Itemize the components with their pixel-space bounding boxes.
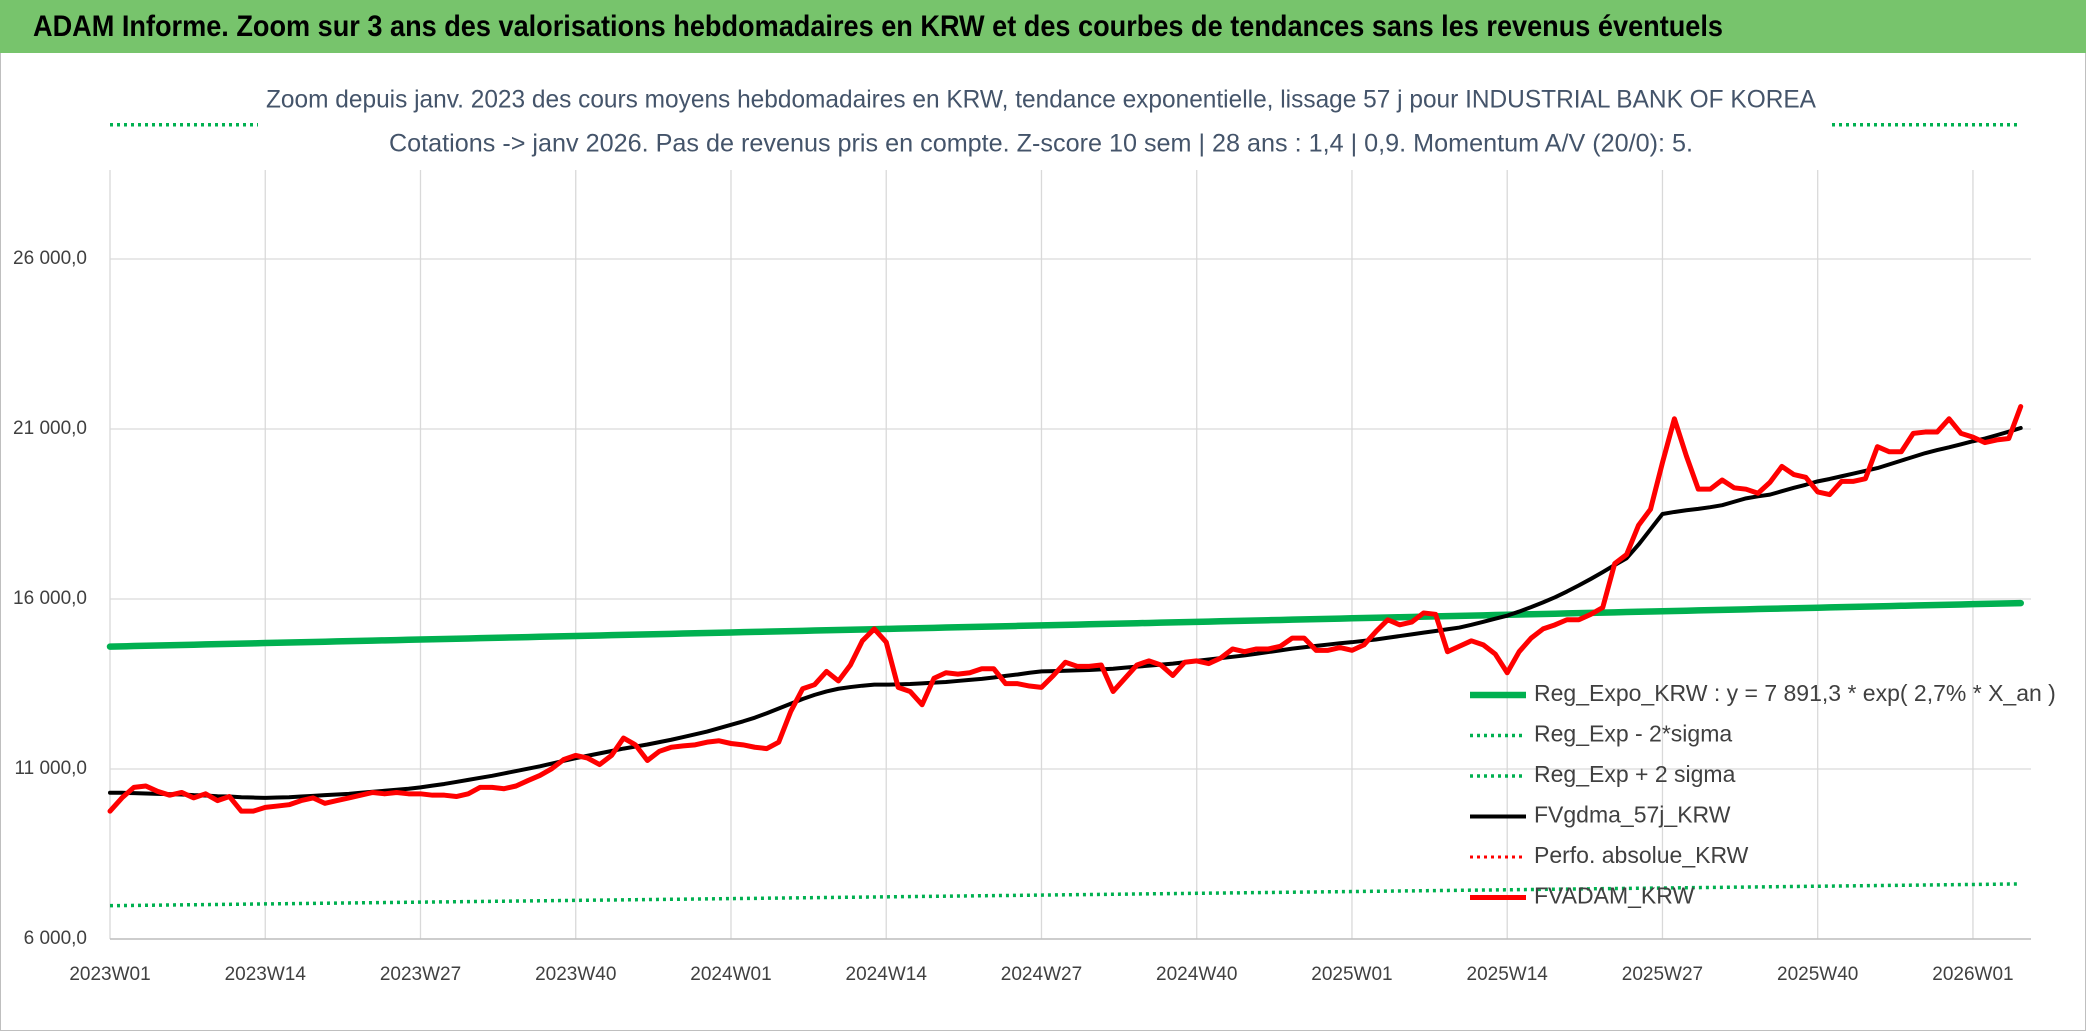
header-title: ADAM Informe. Zoom sur 3 ans des valoris… xyxy=(33,10,1723,43)
legend-label: Reg_Expo_KRW : y = 7 891,3 * exp( 2,7% *… xyxy=(1534,680,2056,706)
plot-area: 6 000,0 11 000,0 16 000,0 21 000,0 26 000,0 2… xyxy=(13,122,2031,985)
x-tick-label: 2024W27 xyxy=(1001,964,1082,985)
y-tick-label: 6 000,0 xyxy=(24,928,87,949)
y-tick-label: 11 000,0 xyxy=(14,758,87,779)
legend-label: Reg_Exp + 2 sigma xyxy=(1534,761,1736,787)
subtitle-line: Cotations -> janv 2026. Pas de revenus p… xyxy=(389,130,1693,158)
x-tick-label: 2023W27 xyxy=(380,964,461,985)
legend-label: Reg_Exp - 2*sigma xyxy=(1534,721,1732,747)
subtitle-line: Zoom depuis janv. 2023 des cours moyens … xyxy=(266,86,1816,114)
x-tick-label: 2024W40 xyxy=(1156,964,1237,985)
legend: Reg_Expo_KRW : y = 7 891,3 * exp( 2,7% *… xyxy=(1470,680,2056,909)
x-tick-label: 2023W14 xyxy=(225,964,307,985)
subtitle-background xyxy=(258,80,1828,166)
series-line xyxy=(106,599,2024,650)
series-line xyxy=(107,404,2024,814)
x-tick-label: 2024W14 xyxy=(846,964,928,985)
legend-label: FVADAM_KRW xyxy=(1534,883,1694,909)
y-tick-label: 26 000,0 xyxy=(13,248,87,269)
series-line xyxy=(108,425,2023,800)
y-tick-label: 21 000,0 xyxy=(13,418,87,439)
x-tick-label: 2025W40 xyxy=(1777,964,1858,985)
legend-label: FVgdma_57j_KRW xyxy=(1534,802,1731,828)
x-tick-label: 2025W27 xyxy=(1622,964,1703,985)
chart-subtitle: Zoom depuis janv. 2023 des cours moyens … xyxy=(258,80,1828,166)
series-lines xyxy=(106,122,2024,908)
x-tick-label: 2023W01 xyxy=(69,964,150,985)
x-tick-label: 2025W14 xyxy=(1467,964,1549,985)
legend-label: Perfo. absolue_KRW xyxy=(1534,842,1749,868)
header-bar xyxy=(0,0,2086,53)
y-tick-label: 16 000,0 xyxy=(13,588,87,609)
x-tick-label: 2026W01 xyxy=(1932,964,2013,985)
x-tick-label: 2023W40 xyxy=(535,964,616,985)
x-tick-label: 2025W01 xyxy=(1311,964,1392,985)
x-tick-label: 2024W01 xyxy=(690,964,771,985)
